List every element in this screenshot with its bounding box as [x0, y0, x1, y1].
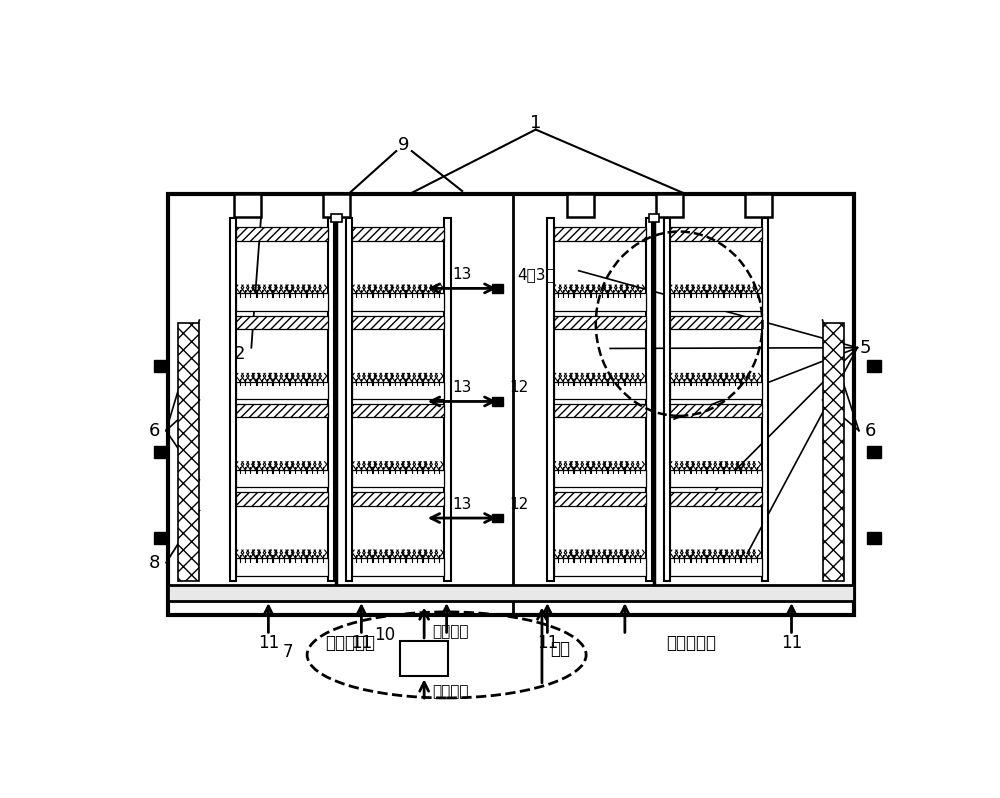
Bar [234, 194, 261, 217]
Bar [352, 470, 444, 488]
Bar [352, 227, 444, 241]
Bar [444, 218, 450, 581]
Bar [762, 218, 768, 581]
Bar [236, 227, 328, 241]
Bar [867, 532, 881, 544]
Bar [492, 284, 503, 293]
Bar [670, 294, 762, 310]
Bar [154, 532, 168, 544]
Bar [649, 215, 659, 222]
Bar [670, 315, 762, 329]
Bar [554, 492, 646, 506]
Text: 9: 9 [398, 136, 410, 154]
Bar [352, 294, 444, 310]
Bar [670, 381, 762, 399]
Text: 6: 6 [149, 421, 160, 440]
Text: 12: 12 [509, 497, 528, 512]
Text: 11: 11 [258, 634, 279, 652]
Bar [236, 559, 328, 575]
Bar [236, 381, 328, 399]
Bar [236, 315, 328, 329]
Bar [492, 514, 503, 523]
Bar [554, 227, 646, 241]
Text: 4（3）: 4（3） [517, 267, 555, 282]
Bar [346, 218, 352, 581]
Text: 10: 10 [374, 626, 395, 644]
Bar [168, 585, 854, 602]
Bar [168, 194, 854, 615]
Bar [664, 218, 670, 581]
Bar [352, 404, 444, 417]
Bar [400, 641, 448, 677]
Bar [670, 559, 762, 575]
Bar [867, 360, 881, 372]
Bar [554, 559, 646, 575]
Bar [236, 404, 328, 417]
Bar [328, 218, 334, 581]
Bar [331, 215, 342, 222]
Bar [554, 315, 646, 329]
Bar [745, 194, 772, 217]
Text: 照明电供给: 照明电供给 [666, 634, 716, 652]
Text: 13: 13 [452, 267, 472, 282]
Bar [670, 227, 762, 241]
Bar [154, 360, 168, 372]
Text: 11: 11 [537, 634, 558, 652]
Bar [670, 404, 762, 417]
Bar [554, 381, 646, 399]
Text: 5: 5 [859, 338, 871, 357]
Bar [646, 218, 652, 581]
Bar [236, 470, 328, 488]
Text: 7: 7 [283, 643, 293, 661]
Text: 照明电供给: 照明电供给 [325, 634, 375, 652]
Text: 1: 1 [530, 114, 541, 132]
Text: 供热供冷: 供热供冷 [432, 685, 468, 699]
Bar [822, 323, 844, 581]
Bar [656, 194, 683, 217]
Text: 11: 11 [351, 634, 372, 652]
Bar [154, 446, 168, 458]
Bar [178, 323, 199, 581]
Text: 13: 13 [452, 381, 472, 396]
Bar [323, 194, 350, 217]
Bar [554, 294, 646, 310]
Bar [236, 492, 328, 506]
Text: 11: 11 [781, 634, 802, 652]
Text: 12: 12 [509, 381, 528, 396]
Bar [230, 218, 236, 581]
Text: 13: 13 [452, 497, 472, 512]
Bar [352, 559, 444, 575]
Text: 8: 8 [149, 554, 160, 571]
Text: 供热供冷: 供热供冷 [432, 624, 468, 639]
Bar [352, 381, 444, 399]
Bar [567, 194, 594, 217]
Text: 2: 2 [234, 345, 245, 363]
Text: 6: 6 [865, 421, 876, 440]
Bar [670, 470, 762, 488]
Bar [352, 492, 444, 506]
Bar [554, 470, 646, 488]
Bar [867, 446, 881, 458]
Bar [352, 315, 444, 329]
Bar [236, 294, 328, 310]
Bar [547, 218, 554, 581]
Bar [492, 397, 503, 405]
Text: 供电: 供电 [550, 640, 570, 658]
Bar [554, 404, 646, 417]
Bar [670, 492, 762, 506]
